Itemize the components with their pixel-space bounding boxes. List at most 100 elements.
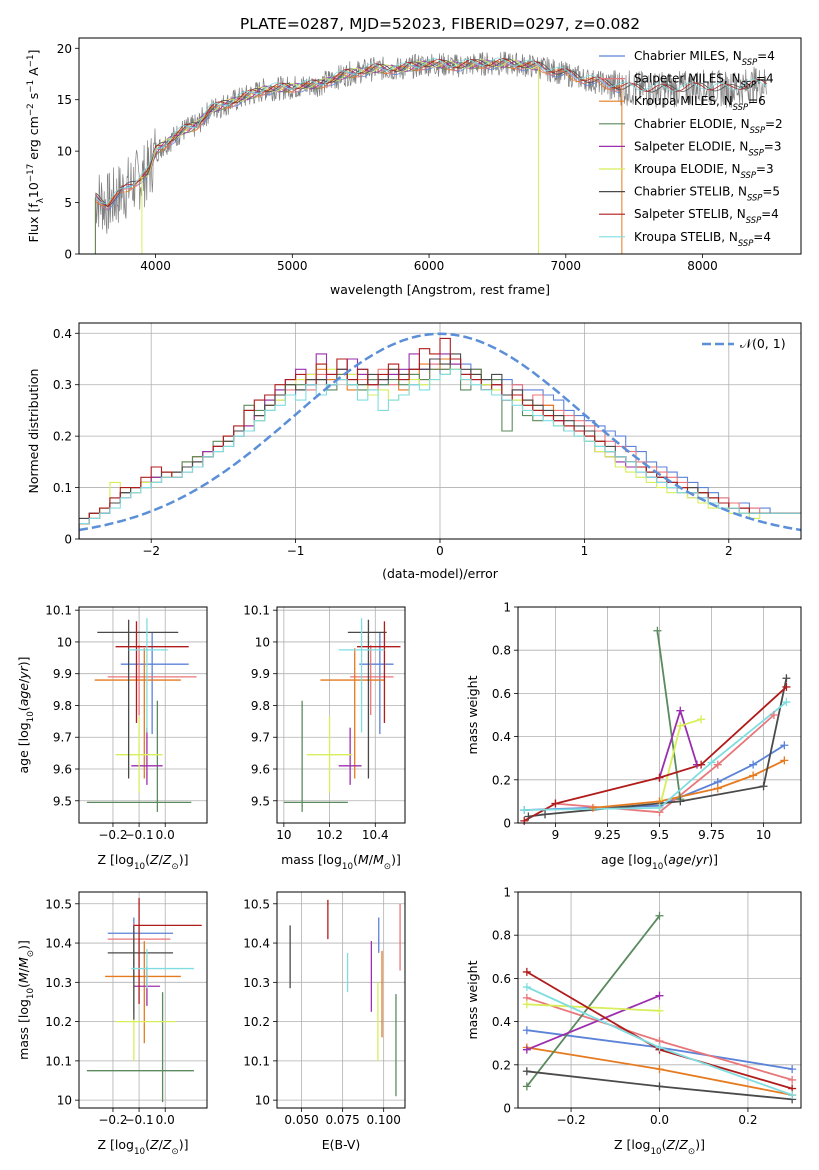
axes-frame [276, 891, 406, 1109]
model-spectrum-kroupa_stelib [95, 57, 767, 204]
y-tick-label: 0.3 [53, 378, 72, 392]
y-tick-label: 0.6 [492, 687, 511, 701]
x-tick-label: 7000 [551, 259, 582, 273]
x-tick-label: −0.1 [125, 828, 154, 842]
x-tick-label: 9.5 [650, 828, 669, 842]
mass-vs-metallicity-panel: −0.2−0.1 0.0 10 10.1 10.2 10.3 10.4 10.5 Z [log1… [16, 891, 208, 1157]
axes-frame [517, 891, 802, 1109]
x-tick-label: 1 [581, 544, 589, 558]
plot-area [86, 897, 202, 1103]
y-tick-label: 1 [503, 886, 511, 900]
series-marker-0 [522, 1026, 531, 1035]
axes-frame [276, 606, 406, 824]
plot-area [94, 51, 768, 254]
x-axis-label: E(B-V) [322, 1137, 361, 1152]
y-tick-label: 0.4 [492, 1015, 511, 1029]
x-axis-label: wavelength [Angstrom, rest frame] [330, 282, 550, 297]
x-tick-label: 0.2 [738, 1113, 757, 1127]
series-marker-7 [551, 799, 560, 808]
series-marker-2 [749, 771, 758, 780]
model-spectrum-chabrier_elodie [141, 60, 539, 175]
errorbar-point-6 [107, 925, 174, 1020]
series-marker-2 [780, 756, 789, 765]
legend-label: Chabrier STELIB, NSSP=5 [634, 185, 780, 203]
y-tick-label: 10 [255, 1094, 270, 1108]
series-marker-6 [655, 1082, 664, 1091]
errorbar-point-7 [115, 621, 189, 723]
errorbar-point-3 [283, 700, 348, 812]
y-axis-label: age [log10(age/yr)] [16, 656, 36, 773]
legend: Chabrier MILES, NSSP=4 Salpeter MILES, NS… [599, 49, 783, 248]
y-tick-label: 10 [57, 145, 72, 159]
plot-area [86, 618, 197, 812]
series-marker-7 [655, 773, 664, 782]
x-axis-label: (data-model)/error [382, 566, 499, 581]
y-tick-label: 0.6 [492, 972, 511, 986]
y-tick-label: 10.2 [243, 1015, 270, 1029]
y-axis-label: mass weight [465, 675, 480, 754]
y-tick-label: 9.9 [251, 667, 270, 681]
errorbar-point-6 [347, 619, 387, 779]
y-tick-label: 10.5 [45, 897, 72, 911]
axes-frame [78, 891, 208, 1109]
series-marker-1 [788, 1075, 797, 1084]
series-marker-7 [782, 682, 791, 691]
series-marker-8 [707, 758, 716, 767]
series-marker-6 [524, 812, 533, 821]
age-vs-metallicity-panel: −0.2−0.1 0.0 9.5 9.6 9.7 9.8 9.9 10 10.1 Z [log10… [16, 604, 208, 872]
y-tick-label: 9.8 [251, 699, 270, 713]
y-tick-label: 0.2 [53, 430, 72, 444]
x-tick-label: 0.0 [650, 1113, 669, 1127]
series-marker-5 [697, 715, 706, 724]
x-tick-label: 4000 [140, 259, 171, 273]
y-tick-label: 9.8 [53, 699, 72, 713]
legend-label: Chabrier MILES, NSSP=4 [634, 49, 775, 67]
x-tick-label: 9 [552, 828, 560, 842]
y-tick-label: 10 [255, 635, 270, 649]
observed-spectrum [95, 51, 767, 234]
y-tick-label: 9.5 [53, 794, 72, 808]
mass-weight-vs-age-panel: 9 9.25 9.5 9.75 10 0 0.2 0.4 0.6 0.8 1 age [log10(a… [465, 601, 802, 872]
y-tick-label: 0 [64, 248, 72, 262]
errorbar-point-4 [131, 727, 163, 785]
series-marker-3 [655, 911, 664, 920]
y-tick-label: 10.5 [243, 897, 270, 911]
y-tick-label: 10.3 [45, 976, 72, 990]
series-marker-4 [655, 991, 664, 1000]
y-tick-label: 0.4 [53, 327, 72, 341]
series-marker-0 [749, 760, 758, 769]
y-tick-label: 10.4 [243, 937, 270, 951]
model-spectrum-salpeter_stelib [95, 58, 768, 207]
series-line-5 [526, 1003, 660, 1012]
y-tick-label: 9.6 [53, 763, 72, 777]
errorbar-point-8 [128, 618, 168, 733]
series-marker-8 [522, 983, 531, 992]
errorbar-point-2 [320, 648, 385, 779]
series-marker-8 [788, 1091, 797, 1100]
y-tick-label: 15 [57, 93, 72, 107]
x-tick-label: 10 [756, 828, 771, 842]
age-vs-mass-panel: 10 10.2 10.4 9.5 9.6 9.7 9.8 9.9 10 10.1 mass [log… [243, 604, 406, 872]
y-tick-label: 10.1 [243, 1054, 270, 1068]
legend-label: Salpeter STELIB, NSSP=4 [634, 207, 779, 225]
errorbar-point-3 [86, 700, 192, 812]
series-marker-3 [522, 1082, 531, 1091]
x-tick-label: 2 [725, 544, 733, 558]
y-tick-label: 0.1 [53, 481, 72, 495]
y-tick-label: 10 [57, 1094, 72, 1108]
plot-area [523, 630, 788, 822]
legend-label: Kroupa MILES, NSSP=6 [634, 94, 766, 112]
legend-label: 𝒩(0, 1) [740, 336, 786, 351]
errorbar-point-4 [338, 727, 362, 785]
series-marker-1 [769, 711, 778, 719]
series-marker-8 [655, 803, 664, 812]
x-tick-label: −1 [287, 544, 305, 558]
y-tick-label: 10.3 [243, 976, 270, 990]
errorbar-point-7 [133, 897, 202, 1004]
y-axis-label: mass [log10(M/M⊙)] [16, 940, 36, 1060]
y-tick-label: 0.8 [492, 929, 511, 943]
x-tick-label: −0.2 [98, 828, 127, 842]
x-tick-label: −0.2 [556, 1113, 585, 1127]
model-spectrum-chabrier_stelib [95, 58, 767, 208]
